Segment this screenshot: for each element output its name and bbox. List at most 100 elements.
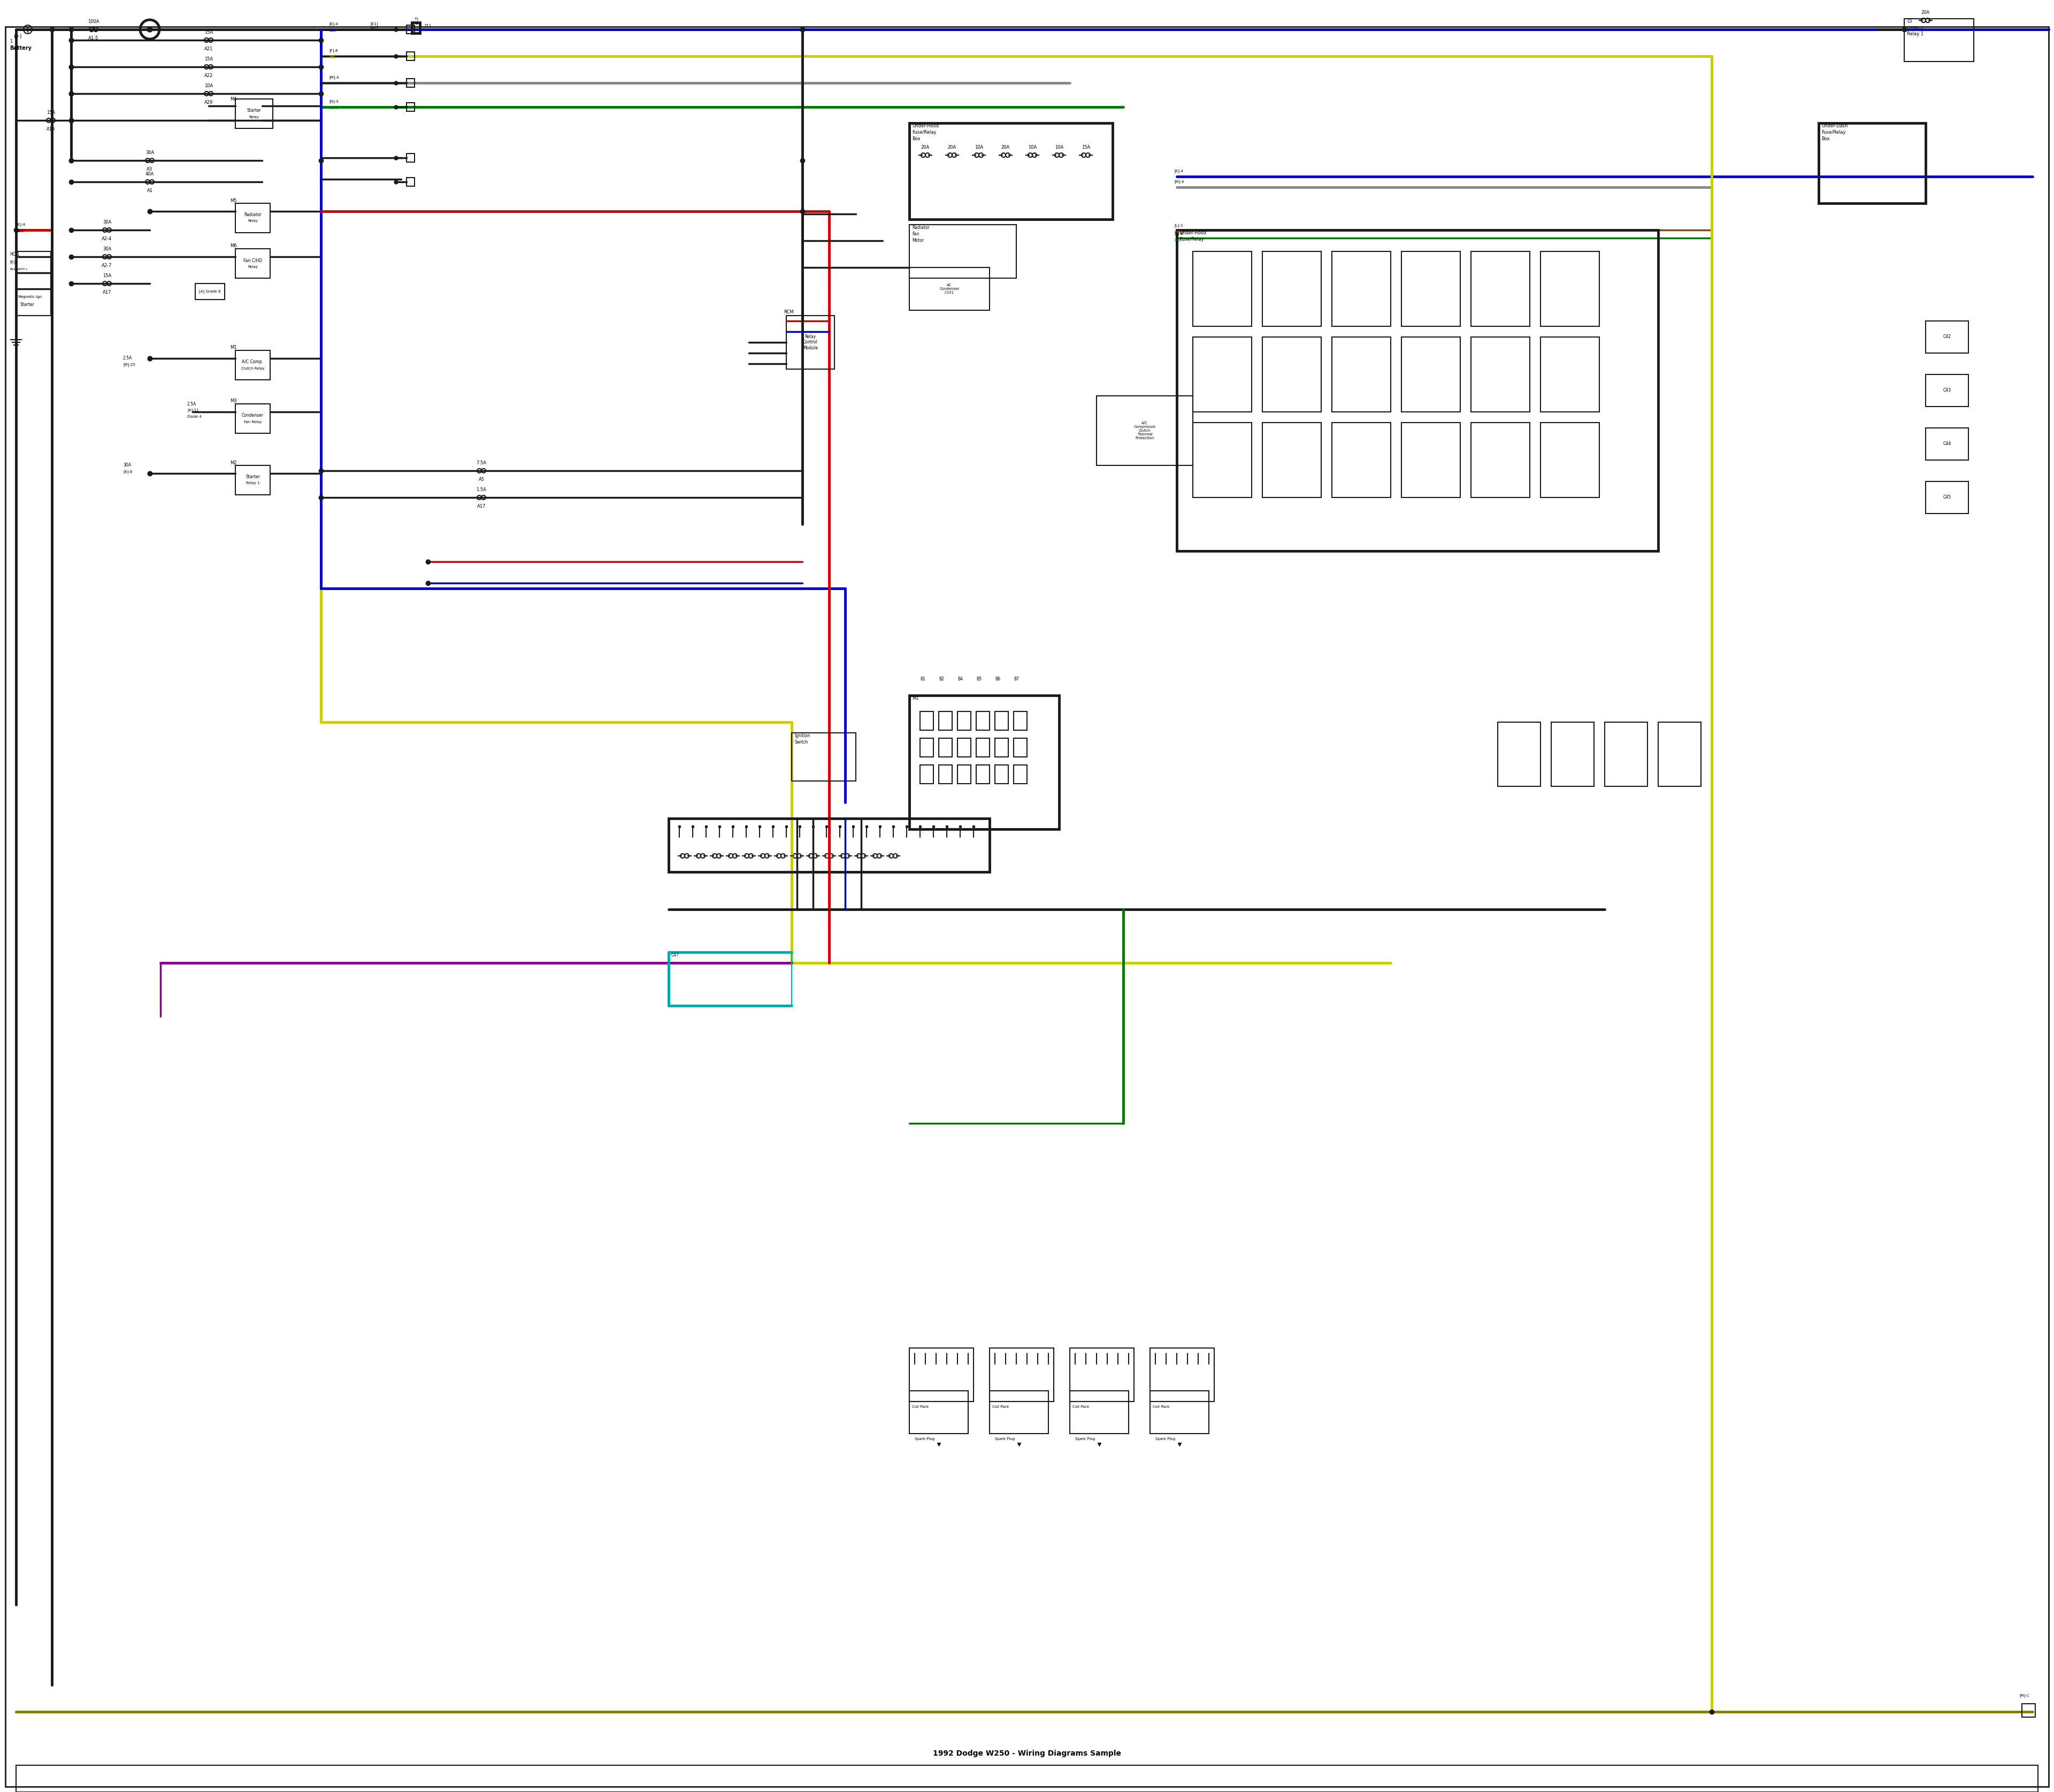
Text: [M]-4: [M]-4 xyxy=(1175,179,1183,185)
Text: Box: Box xyxy=(912,136,920,142)
Bar xyxy=(994,711,1009,729)
Bar xyxy=(1013,738,1027,756)
Bar xyxy=(1070,1348,1134,1401)
Bar xyxy=(1604,722,1647,787)
Text: 15A: 15A xyxy=(47,109,55,115)
Text: Battery: Battery xyxy=(10,45,31,50)
Bar xyxy=(1331,423,1391,498)
Text: A16: A16 xyxy=(47,127,55,131)
Bar xyxy=(990,1348,1054,1401)
Bar xyxy=(1013,711,1027,729)
Text: T1
1: T1 1 xyxy=(413,18,419,25)
Text: Spark Plug: Spark Plug xyxy=(1154,1437,1175,1441)
Bar xyxy=(920,738,933,756)
Bar xyxy=(787,315,834,369)
Text: Relay: Relay xyxy=(249,115,259,118)
Text: BLK/WHT+: BLK/WHT+ xyxy=(10,267,29,271)
Text: [E]-4: [E]-4 xyxy=(1175,170,1183,174)
Text: Switch: Switch xyxy=(795,740,807,744)
Text: Condenser: Condenser xyxy=(242,412,263,418)
Bar xyxy=(1471,251,1530,326)
Text: A1: A1 xyxy=(146,188,152,194)
Text: Clutch Relay: Clutch Relay xyxy=(240,367,265,369)
Text: 1.5A: 1.5A xyxy=(477,487,487,493)
Bar xyxy=(910,267,990,310)
Text: Relay: Relay xyxy=(249,265,259,269)
Text: Relay: Relay xyxy=(249,220,259,222)
Bar xyxy=(1331,337,1391,412)
Text: Magnetic-Ign: Magnetic-Ign xyxy=(18,296,41,299)
Bar xyxy=(236,466,271,495)
Text: 10A: 10A xyxy=(974,145,984,151)
Text: 15A: 15A xyxy=(1082,145,1091,151)
Text: B4: B4 xyxy=(957,677,963,681)
Text: BLU: BLU xyxy=(329,29,337,32)
Bar xyxy=(957,738,972,756)
Bar xyxy=(976,765,990,783)
Text: Fan C/HD: Fan C/HD xyxy=(242,258,263,263)
Text: Fan: Fan xyxy=(912,231,918,237)
Text: 30A: 30A xyxy=(123,462,131,468)
Bar xyxy=(1150,1348,1214,1401)
Text: 7.5A: 7.5A xyxy=(477,461,487,466)
Bar xyxy=(910,1391,967,1434)
Text: Under-Dash: Under-Dash xyxy=(1822,124,1849,127)
Bar xyxy=(976,711,990,729)
Text: Under-Hood: Under-Hood xyxy=(912,124,939,127)
Bar xyxy=(407,25,415,34)
Text: BRN: BRN xyxy=(1175,231,1181,233)
Bar xyxy=(1540,423,1600,498)
Text: Fuse/Relay: Fuse/Relay xyxy=(1822,129,1847,134)
Text: 10A: 10A xyxy=(203,84,214,88)
Text: A3: A3 xyxy=(146,167,152,172)
Bar xyxy=(1401,423,1460,498)
Text: B6: B6 xyxy=(994,677,1000,681)
Bar xyxy=(1193,337,1251,412)
Text: 15A: 15A xyxy=(203,57,214,61)
Bar xyxy=(236,202,271,233)
Bar xyxy=(1070,1391,1128,1434)
Text: A1-5: A1-5 xyxy=(88,36,99,41)
Text: Fuse/Relay: Fuse/Relay xyxy=(912,129,937,134)
Text: Radiator: Radiator xyxy=(912,226,930,229)
Bar xyxy=(1658,722,1701,787)
Bar xyxy=(1331,251,1391,326)
Bar xyxy=(1097,396,1193,466)
Text: [M]-C: [M]-C xyxy=(2019,1693,2029,1697)
Bar xyxy=(1150,1391,1210,1434)
Text: Coil Pack: Coil Pack xyxy=(1072,1405,1089,1409)
Text: 40A: 40A xyxy=(146,172,154,177)
Bar xyxy=(910,224,1017,278)
Bar xyxy=(413,23,419,34)
Text: Fan Relay: Fan Relay xyxy=(244,419,261,423)
Text: [N]-4: [N]-4 xyxy=(329,100,339,104)
Bar xyxy=(957,765,972,783)
Text: 100A: 100A xyxy=(88,20,99,23)
Text: B2: B2 xyxy=(939,677,945,681)
Bar xyxy=(939,765,953,783)
Text: Coil Pack: Coil Pack xyxy=(1152,1405,1169,1409)
Bar xyxy=(670,952,791,1005)
Text: B1: B1 xyxy=(920,677,924,681)
Bar xyxy=(407,52,415,61)
Text: A2-7: A2-7 xyxy=(103,263,113,269)
Bar xyxy=(1013,765,1027,783)
Text: [A]-11: [A]-11 xyxy=(187,409,199,412)
Bar xyxy=(910,695,1060,830)
Bar xyxy=(1401,251,1460,326)
Bar xyxy=(1551,722,1594,787)
Text: A17: A17 xyxy=(103,290,111,294)
Text: 20A: 20A xyxy=(1000,145,1011,151)
Bar xyxy=(920,711,933,729)
Bar xyxy=(957,711,972,729)
Text: Ignition: Ignition xyxy=(795,733,809,738)
Bar xyxy=(195,283,224,299)
Text: Under-Hood: Under-Hood xyxy=(1179,231,1206,235)
Text: [E]-4: [E]-4 xyxy=(329,22,339,25)
Bar xyxy=(1401,337,1460,412)
Text: [E]1: [E]1 xyxy=(10,260,16,263)
Text: 1992 Dodge W250 - Wiring Diagrams Sample: 1992 Dodge W250 - Wiring Diagrams Sample xyxy=(933,1749,1121,1758)
Text: Starter: Starter xyxy=(21,303,35,306)
Bar xyxy=(1263,423,1321,498)
Text: A29: A29 xyxy=(203,100,214,106)
